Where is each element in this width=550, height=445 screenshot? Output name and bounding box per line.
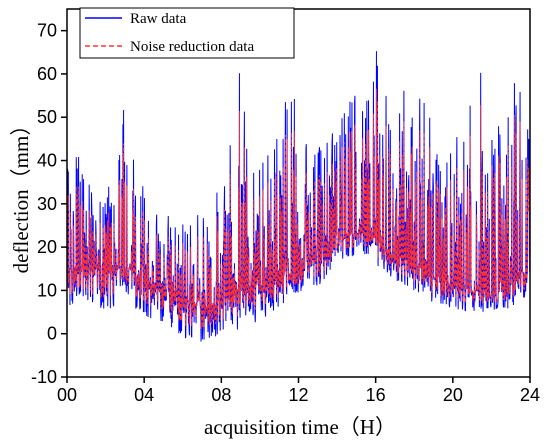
legend-box [79,7,295,59]
y-tick-label: -10 [31,367,57,387]
ticks-layer: 00 04 08 12 16 20 24 -10 0 10 20 30 40 50 60 70 [31,21,540,405]
plot-frame [66,8,531,378]
x-tick-label: 04 [134,385,154,405]
x-tick-label: 12 [288,385,308,405]
y-tick-label: 70 [37,21,57,41]
y-tick-label: 0 [47,324,57,344]
y-tick-label: 30 [37,194,57,214]
y-axis-label: deflection（mm） [9,115,33,274]
series-layer [66,51,531,342]
x-axis-label: acquisition time（H） [204,415,396,439]
legend-label-raw: Raw data [130,11,187,27]
x-tick-label: 08 [211,385,231,405]
y-tick-label: 10 [37,280,57,300]
legend-label-noise-reduction: Noise reduction data [130,39,254,55]
y-tick-label: 60 [37,64,57,84]
y-tick-label: 50 [37,107,57,127]
x-tick-label: 20 [443,385,463,405]
y-tick-label: 20 [37,237,57,257]
series-line-raw-data [66,51,531,342]
x-tick-label: 16 [366,385,386,405]
series-line-noise-reduction-data [66,88,531,329]
x-tick-label: 00 [57,385,77,405]
x-tick-label: 24 [520,385,540,405]
y-tick-label: 40 [37,151,57,171]
legend: Raw data Noise reduction data [79,7,295,59]
